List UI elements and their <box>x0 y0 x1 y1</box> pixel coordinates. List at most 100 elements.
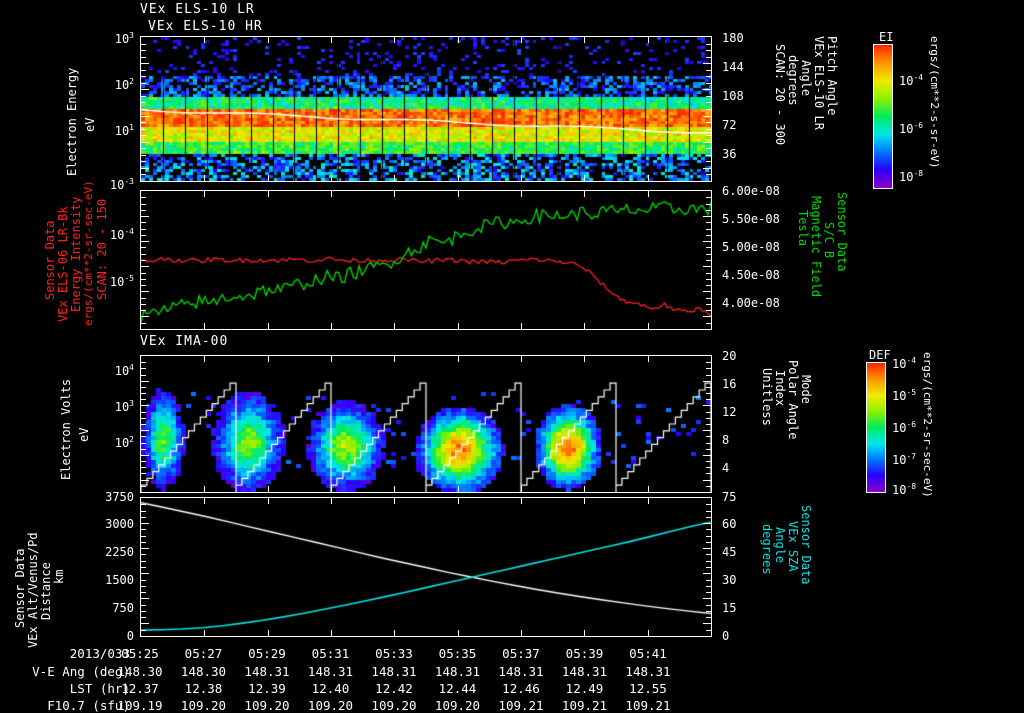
axis-tick <box>521 323 522 329</box>
axis-tick <box>648 498 649 504</box>
axis-tick <box>141 229 146 230</box>
axis-tick <box>584 37 585 43</box>
axis-tick <box>141 611 146 612</box>
axis-tick <box>141 44 146 45</box>
axis-tick <box>141 304 146 305</box>
panel1-left-tick-2: 101 <box>114 123 134 138</box>
axis-tick <box>204 191 205 197</box>
bottom-cell-lst-1: 12.38 <box>184 681 223 696</box>
panel3-plot-area[interactable] <box>140 355 712 493</box>
axis-tick <box>458 37 459 43</box>
bottom-cell-veang-0: 148.30 <box>117 664 163 679</box>
axis-tick <box>141 455 149 456</box>
axis-tick <box>706 235 711 236</box>
panel1-colorbar-tick-0: 10-4 <box>899 73 924 88</box>
axis-tick <box>141 76 146 77</box>
axis-tick <box>141 57 146 58</box>
axis-tick <box>706 605 711 606</box>
axis-tick <box>458 191 459 197</box>
bottom-row-label-0: 2013/033 <box>69 646 130 661</box>
axis-tick <box>141 168 149 169</box>
panel1-right-tick-3: 72 <box>722 118 737 132</box>
panel3-left-tick-0: 104 <box>114 363 134 378</box>
panel4-right-tick-3: 30 <box>722 573 737 587</box>
panel1-left-tick-1: 102 <box>114 77 134 92</box>
panel3-colorbar-tick-2: 10-6 <box>892 420 917 435</box>
axis-tick <box>394 356 395 362</box>
bottom-cell-lst-0: 12.37 <box>121 681 159 696</box>
axis-tick <box>706 567 711 568</box>
axis-tick <box>706 517 711 518</box>
axis-tick <box>706 109 711 110</box>
axis-tick <box>706 96 711 97</box>
axis-tick <box>141 387 146 388</box>
axis-tick <box>584 191 585 197</box>
axis-tick <box>141 142 149 143</box>
panel4-plot-area[interactable] <box>140 497 712 637</box>
axis-tick <box>141 461 146 462</box>
axis-tick <box>141 473 146 474</box>
axis-tick <box>706 161 711 162</box>
panel3-right-tick-2: 12 <box>722 405 737 419</box>
axis-tick <box>706 247 711 248</box>
bottom-cell-veang-3: 148.31 <box>307 664 354 679</box>
axis-tick <box>706 630 711 631</box>
panel4-left-tick-5: 0 <box>126 629 134 643</box>
axis-tick <box>141 291 149 292</box>
bottom-cell-f107-5: 109.20 <box>434 698 481 713</box>
axis-tick <box>141 241 149 242</box>
axis-tick <box>706 174 711 175</box>
axis-tick <box>521 356 522 362</box>
panel4-left-label-2: VEx Alt/Venus/Pd <box>26 532 40 648</box>
bottom-cell-lst-8: 12.55 <box>629 681 667 696</box>
axis-tick <box>141 210 146 211</box>
panel2-left-label-1: Sensor Data <box>43 220 57 300</box>
panel2-right-tick-0: 6.00e-08 <box>722 184 780 198</box>
panel4-left-tick-2: 2250 <box>105 545 134 559</box>
axis-tick <box>141 96 146 97</box>
axis-tick <box>141 216 149 217</box>
bottom-cell-time-5: 05:35 <box>438 646 477 661</box>
axis-tick <box>331 630 332 636</box>
axis-tick <box>141 561 146 562</box>
axis-tick <box>521 486 522 492</box>
axis-tick <box>648 175 649 181</box>
axis-tick <box>706 536 711 537</box>
axis-tick <box>706 76 711 77</box>
axis-tick <box>141 511 146 512</box>
panel1-plot-area[interactable] <box>140 36 712 182</box>
panel1-colorbar-tick-2: 10-8 <box>899 169 924 184</box>
bottom-row-label-2: LST (hr) <box>69 681 130 696</box>
axis-tick <box>141 617 146 618</box>
axis-tick <box>141 316 149 317</box>
axis-tick <box>141 586 146 587</box>
axis-tick <box>703 523 711 524</box>
axis-tick <box>141 197 146 198</box>
axis-tick <box>584 356 585 362</box>
panel2-plot-area[interactable] <box>140 190 712 330</box>
axis-tick <box>706 102 711 103</box>
panel2-left-tick-2: 10-5 <box>109 274 134 289</box>
axis-tick <box>141 430 149 431</box>
bottom-cell-veang-1: 148.30 <box>180 664 227 679</box>
axis-tick <box>331 498 332 504</box>
axis-tick <box>141 63 149 64</box>
axis-tick <box>331 486 332 492</box>
panel4-right-label-2: VEx SZA <box>786 521 800 572</box>
axis-tick <box>706 260 711 261</box>
panel1-left-axis-label-line1: Electron Energy <box>65 67 79 176</box>
axis-tick <box>141 480 149 481</box>
panel2-right-label-1: Sensor Data <box>835 192 849 272</box>
bottom-cell-veang-5: 148.31 <box>434 664 481 679</box>
axis-tick <box>703 89 711 90</box>
bottom-cell-veang-6: 148.31 <box>498 664 544 679</box>
axis-tick <box>141 102 146 103</box>
axis-tick <box>706 254 711 255</box>
panel3-colorbar-tick-3: 10-7 <box>892 452 917 467</box>
axis-tick <box>141 554 146 555</box>
axis-tick <box>268 191 269 197</box>
axis-tick <box>141 536 146 537</box>
panel1-right-tick-1: 144 <box>722 60 744 74</box>
axis-tick <box>521 37 522 43</box>
panel4-left-tick-0: 3750 <box>105 490 134 504</box>
